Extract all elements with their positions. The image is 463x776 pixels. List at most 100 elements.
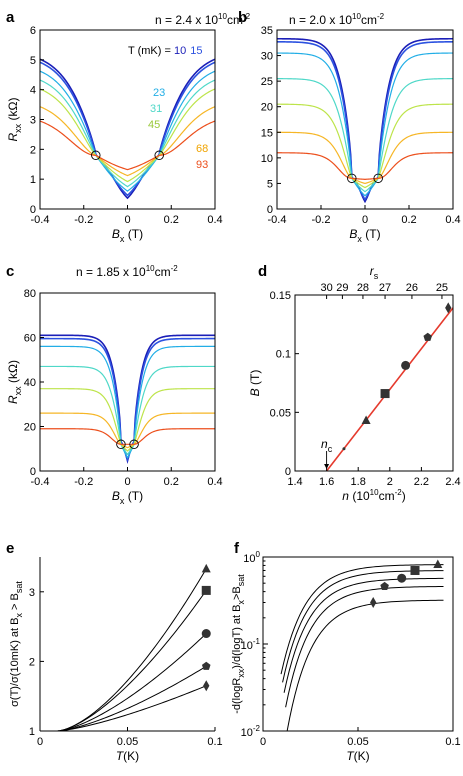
mr-curve-a-2 bbox=[39, 70, 216, 192]
mr-curve-a-6 bbox=[39, 120, 216, 171]
slope-curve-diamond bbox=[286, 599, 444, 732]
legend-a-68: 68 bbox=[196, 143, 208, 155]
panel-f-label: f bbox=[234, 540, 240, 557]
data-point-triangle bbox=[361, 415, 371, 425]
sigma-curve-circle bbox=[57, 633, 207, 732]
mr-curve-a-1 bbox=[39, 61, 216, 197]
data-point-pentagon bbox=[423, 332, 432, 341]
mr-curve-b-6 bbox=[277, 152, 453, 180]
mr-curve-c-3 bbox=[40, 365, 215, 456]
y-tick-label: 6 bbox=[30, 25, 36, 37]
panel-f-axes: 0 0.05 0.1 10-2 10-1 100 T(K) -d(logRxx)/d(logT… bbox=[231, 550, 461, 763]
mr-curve-b-5 bbox=[276, 131, 454, 185]
panel-d: d nc 1.4 1.6 1.8 2 2.2 2.4 0 0.05 0.1 0.15 30 29 28 2… bbox=[248, 263, 461, 503]
crossing-marker bbox=[347, 173, 357, 184]
curve-marker-square bbox=[201, 585, 211, 595]
x-tick-label: 1.8 bbox=[351, 476, 366, 488]
y-tick-label: 100 bbox=[243, 550, 260, 565]
x-tick-label: 2.2 bbox=[414, 476, 429, 488]
crossing-marker bbox=[373, 173, 383, 184]
data-point-dot bbox=[342, 447, 346, 451]
y-tick-label: 5 bbox=[30, 55, 36, 67]
x-tick-label: 0 bbox=[37, 736, 43, 748]
y-tick-label: 10-2 bbox=[241, 724, 261, 739]
mr-curve-b-3 bbox=[276, 78, 454, 193]
curve-marker-circle bbox=[397, 573, 407, 583]
nc-arrowhead bbox=[324, 464, 330, 469]
y-tick-label: 0.05 bbox=[270, 407, 291, 419]
top-tick-label: 29 bbox=[336, 282, 348, 294]
y-tick-label: 20 bbox=[24, 422, 36, 434]
slope-curve-pentagon bbox=[285, 586, 444, 708]
x-axis-label: n (1010cm-2) bbox=[342, 488, 405, 503]
y-axis-label: σ(T)/σ(10mK) at Bx > Bsat bbox=[9, 581, 24, 707]
y-tick-label: 0 bbox=[30, 204, 36, 216]
legend-a-93: 93 bbox=[196, 159, 208, 171]
x-axis-label: Bx (T) bbox=[349, 227, 380, 244]
data-point-diamond bbox=[445, 302, 452, 314]
x-tick-label: 0.4 bbox=[207, 476, 222, 488]
x-axis-label: Bx (T) bbox=[112, 489, 143, 506]
slope-curve-triangle bbox=[280, 564, 444, 675]
mr-curve-b-0 bbox=[276, 37, 454, 204]
legend-a-23: 23 bbox=[153, 87, 165, 99]
sigma-curve-diamond bbox=[57, 685, 207, 732]
y-tick-label: 4 bbox=[30, 85, 36, 97]
top-axis-label: rs bbox=[370, 264, 379, 281]
x-tick-label: 0.2 bbox=[164, 476, 179, 488]
x-axis-label: T(K) bbox=[116, 749, 139, 763]
mr-curve-c-6 bbox=[40, 428, 215, 445]
mr-curve-a-5 bbox=[39, 106, 216, 177]
panel-f-plot bbox=[280, 559, 444, 732]
panel-a-plot bbox=[39, 58, 216, 200]
x-tick-label: 0.2 bbox=[401, 214, 416, 226]
panel-b-plot bbox=[276, 37, 454, 204]
sigma-curve-pentagon bbox=[57, 665, 207, 732]
panel-c-axes: -0.4 -0.2 0 0.2 0.4 0 20 40 60 80 Bx (T) Rxx (kΩ) bbox=[6, 288, 223, 506]
x-axis-label: Bx (T) bbox=[112, 227, 143, 244]
y-tick-label: 0 bbox=[267, 204, 273, 216]
legend-a-31: 31 bbox=[150, 103, 162, 115]
panel-e-label: e bbox=[6, 540, 14, 557]
x-tick-label: -0.4 bbox=[268, 214, 287, 226]
mr-curve-b-2 bbox=[277, 52, 453, 197]
panel-d-frame bbox=[294, 294, 454, 472]
panel-b-title: n = 2.0 x 1010cm-2 bbox=[289, 12, 385, 27]
y-tick-label: 15 bbox=[261, 127, 273, 139]
panel-c-plot bbox=[40, 334, 215, 464]
top-tick-label: 28 bbox=[357, 282, 369, 294]
curve-marker-pentagon bbox=[201, 661, 211, 670]
y-tick-label: 60 bbox=[24, 333, 36, 345]
y-tick-label: 0.15 bbox=[270, 290, 291, 302]
legend-a-header: T (mK) = 10 15 bbox=[128, 45, 202, 57]
mr-curve-b-1 bbox=[276, 41, 454, 201]
y-tick-label: 20 bbox=[261, 102, 273, 114]
panel-e: e 0 0.05 0.1 1 2 3 T(K) σ(T)/σ(10mK) at Bx > Bs… bbox=[6, 540, 223, 763]
y-tick-label: 10-1 bbox=[241, 637, 261, 652]
mr-curve-c-4 bbox=[40, 388, 215, 452]
panel-c-label: c bbox=[6, 263, 14, 280]
x-tick-label: 0.05 bbox=[347, 736, 368, 748]
panel-b: b n = 2.0 x 1010cm-2 -0.4 -0.2 0 0.2 0.4 0 5 10… bbox=[238, 9, 461, 244]
panel-d-plot: nc bbox=[321, 302, 454, 472]
curve-marker-triangle bbox=[201, 563, 211, 573]
crossing-marker bbox=[116, 439, 126, 450]
y-axis-label: Rxx (kΩ) bbox=[6, 98, 23, 142]
crossing-marker bbox=[91, 150, 101, 161]
x-tick-label: 0.1 bbox=[445, 736, 460, 748]
y-tick-label: 1 bbox=[30, 174, 36, 186]
crossing-marker bbox=[129, 439, 139, 450]
y-tick-label: 5 bbox=[267, 178, 273, 190]
panel-f: f 0 0.05 0.1 10-2 10-1 100 T(K) -d(logRxx)/d(lo… bbox=[231, 540, 461, 763]
x-tick-label: 0 bbox=[260, 736, 266, 748]
y-tick-label: 3 bbox=[30, 115, 36, 127]
x-tick-label: 0.4 bbox=[207, 214, 222, 226]
mr-curve-a-4 bbox=[39, 88, 216, 183]
mr-curve-c-2 bbox=[40, 345, 215, 459]
y-tick-label: 10 bbox=[261, 153, 273, 165]
data-point-circle bbox=[401, 360, 411, 370]
y-tick-label: 0.1 bbox=[276, 349, 291, 361]
y-tick-label: 3 bbox=[29, 587, 35, 599]
nc-label: nc bbox=[321, 437, 333, 454]
